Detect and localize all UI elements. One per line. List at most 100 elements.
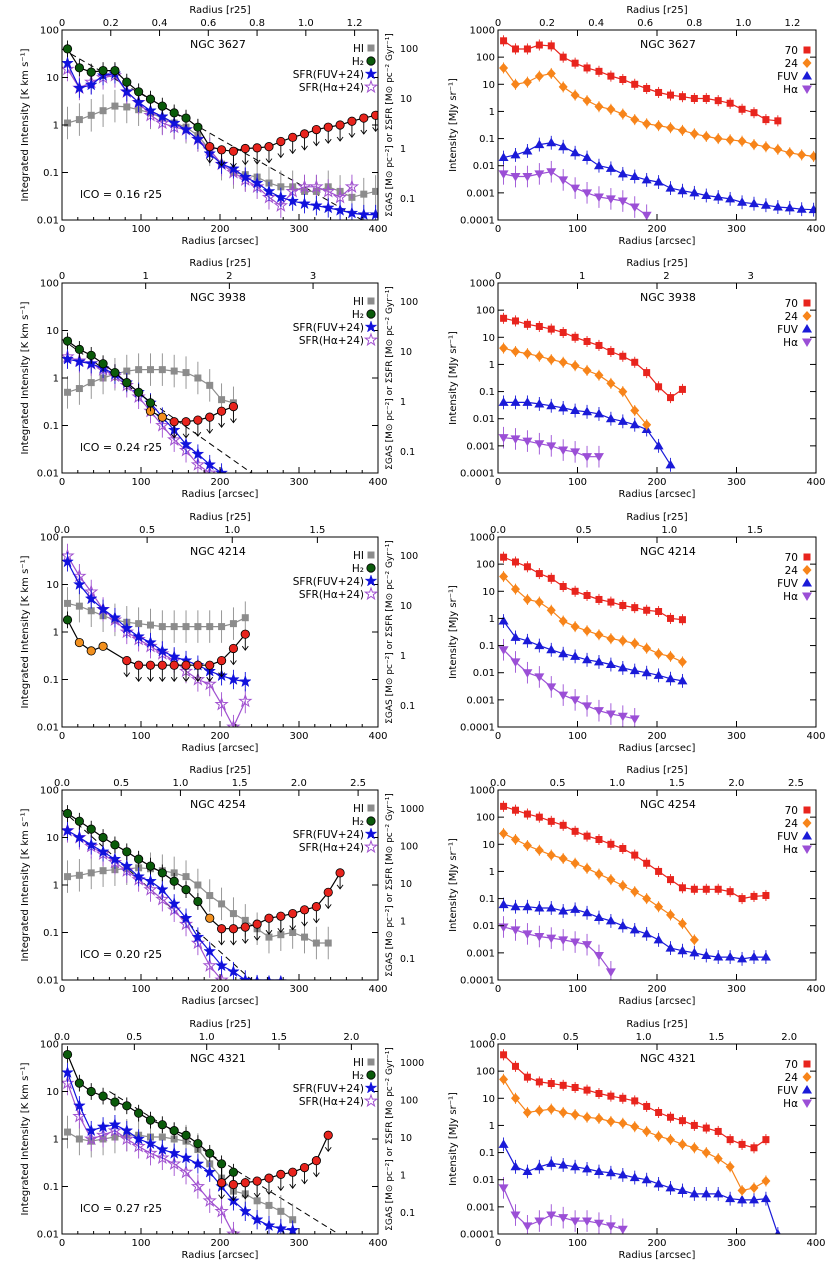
y-tick-label: 10 <box>482 333 495 344</box>
top-tick-label: 1.5 <box>271 1032 287 1043</box>
y-tick-label: 100 <box>476 53 495 64</box>
legend-marker <box>803 299 811 307</box>
fuv-series-point <box>725 1193 736 1203</box>
legend-label: 70 <box>785 552 798 564</box>
ha-series-point <box>582 1217 593 1227</box>
sfr-fuv-series-point <box>144 103 157 117</box>
sfr-fuv-series-point <box>84 838 98 851</box>
fuv-series-point <box>772 202 783 211</box>
h2-point <box>62 615 73 625</box>
ha-series-point <box>570 696 581 705</box>
ir70-series-line <box>503 317 683 399</box>
fuv-series-point <box>713 192 724 201</box>
x-tick-label: 100 <box>131 477 150 488</box>
ir24-series-point <box>666 909 676 920</box>
sfr-fuv-series-point <box>226 161 240 175</box>
ir24-series-point <box>749 139 759 150</box>
sfr-fuv-series-point <box>215 958 229 972</box>
h2-upper-limit-point <box>252 919 262 929</box>
hi-series-point <box>170 367 178 375</box>
h2-upper-limit-point <box>240 143 250 154</box>
ha-series-point <box>498 434 509 443</box>
ir70-series-point <box>643 369 651 377</box>
fuv-series-point <box>641 928 652 938</box>
sfr-fuv-series-point <box>96 845 110 858</box>
ir24-series-point <box>737 1185 747 1196</box>
ir70-series-point <box>500 314 508 322</box>
legend-marker <box>366 56 376 66</box>
upper-limit-arrowhead <box>241 645 249 651</box>
x-tick-label: 300 <box>289 731 308 742</box>
hi-series-point <box>87 111 95 119</box>
ha-series-point <box>510 926 521 935</box>
h2-point <box>62 336 73 346</box>
y-tick-label: 0.0001 <box>460 469 495 480</box>
ir24-series-point <box>618 109 628 120</box>
ir70-series-point <box>655 383 663 391</box>
x-tick-label: 0 <box>495 1238 501 1249</box>
upper-limit-arrowhead <box>313 1172 320 1178</box>
top-tick-label: 0.0 <box>54 1032 70 1043</box>
y-tick-label: 100 <box>476 1067 495 1078</box>
hi-series-point <box>64 388 72 396</box>
fuv-series-point <box>725 952 736 961</box>
h2-point <box>134 1108 144 1118</box>
x-tick-label: 100 <box>131 731 150 742</box>
ir70-series-point <box>702 885 710 893</box>
fuv-series-point <box>546 1158 557 1167</box>
legend-label: Hα <box>783 84 798 96</box>
ir70-series-point <box>583 1086 591 1094</box>
legend-marker <box>802 845 812 854</box>
hi-series-point <box>75 385 83 393</box>
sfr-fuv-series-point <box>108 1117 122 1131</box>
y-tick-label: 0.1 <box>479 641 495 652</box>
y-tick-label: 0.1 <box>43 421 59 432</box>
hi-series-point <box>277 183 285 191</box>
fuv-series-point <box>582 406 593 416</box>
upper-limit-arrowhead <box>230 418 237 424</box>
h2-upper-limit-point <box>240 1178 250 1188</box>
top-tick-label: 1 <box>142 271 148 282</box>
hi-series-point <box>146 621 154 629</box>
sfr-ha-series-point <box>238 693 253 708</box>
x-tick-label: 400 <box>806 731 825 742</box>
ir24-series-point <box>713 1153 723 1164</box>
galaxy-title: NGC 3938 <box>190 291 246 304</box>
ha-series-point <box>605 1222 616 1231</box>
h2-point <box>193 122 203 132</box>
ir24-series-point <box>499 62 509 73</box>
ir70-series-point <box>559 583 567 591</box>
ir24-series-point <box>701 1147 711 1158</box>
y-tick-label: 0.001 <box>466 441 495 452</box>
ha-series-point <box>534 673 545 682</box>
h2-upper-limit-point <box>240 629 250 639</box>
legend-marker <box>802 338 812 347</box>
ir70-series-point <box>523 810 531 818</box>
y-tick-label: 10 <box>46 326 59 337</box>
right-tick-label: 1 <box>400 651 406 662</box>
ir24-series-point <box>582 365 592 376</box>
right-tick-label: 1 <box>400 1171 406 1182</box>
sfr-fuv-series-point <box>238 170 252 183</box>
ir24-series-point <box>606 1116 616 1127</box>
fuv-series-point <box>558 905 569 915</box>
upper-limit-arrowhead <box>182 433 190 439</box>
y-tick-label: 1 <box>53 374 59 385</box>
x-tick-label: 400 <box>806 984 825 995</box>
x-tick-label: 200 <box>647 224 666 235</box>
h2-point <box>145 94 156 104</box>
ir70-series-point <box>535 570 543 578</box>
legend-label: HI <box>353 296 364 308</box>
x-tick-label: 100 <box>131 224 150 235</box>
ha-series-point <box>629 715 640 724</box>
top-axis-title: Radius [r25] <box>189 1019 250 1030</box>
ir24-series-point <box>689 934 699 945</box>
ir24-series-point <box>522 594 532 605</box>
sfr-ha-series-point <box>155 891 170 906</box>
ir24-series-point <box>534 1105 544 1116</box>
upper-limit-arrowhead <box>230 1196 237 1202</box>
ir70-series-point <box>667 1113 675 1121</box>
legend-label: SFR(FUV+24) <box>293 69 364 81</box>
galaxy-title: NGC 4214 <box>190 545 246 558</box>
y-tick-label: 0.0001 <box>460 216 495 227</box>
